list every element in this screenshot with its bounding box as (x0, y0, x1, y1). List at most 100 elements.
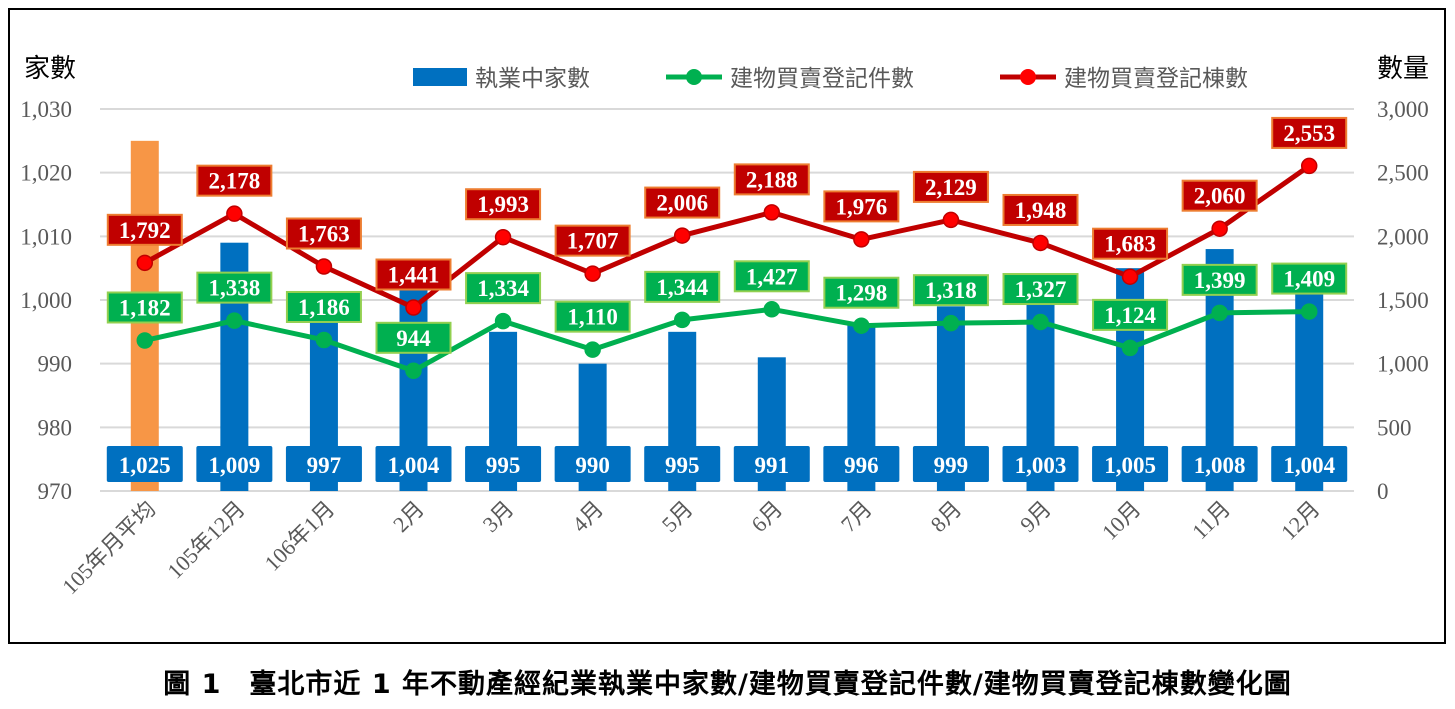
line-data-label: 1,124 (1104, 303, 1156, 328)
line-data-label: 1,976 (835, 194, 887, 219)
bar-label-box (465, 446, 542, 482)
right-tick-label: 1,500 (1377, 288, 1429, 313)
line-data-label: 2,188 (746, 167, 798, 192)
x-tick-label: 6月 (746, 496, 787, 537)
x-tick-label: 8月 (925, 496, 966, 537)
line-label-box (1092, 298, 1169, 331)
left-tick-label: 1,000 (20, 288, 72, 313)
line-data-label: 1,792 (119, 218, 171, 243)
bar-data-label: 996 (844, 453, 879, 478)
data-point (1300, 157, 1318, 175)
bar-label-box (823, 446, 900, 482)
bar-data-label: 1,009 (208, 453, 260, 478)
line-data-label: 1,683 (1104, 232, 1156, 257)
line-label-box (196, 271, 273, 304)
line-data-label: 1,338 (208, 276, 260, 301)
bar-data-label: 991 (755, 453, 790, 478)
data-point (1121, 339, 1139, 357)
data-point (494, 312, 512, 330)
right-tick-label: 1,000 (1377, 352, 1429, 377)
line-data-label: 1,409 (1283, 267, 1335, 292)
line-data-label: 1,182 (119, 295, 171, 320)
bar-label-box (1002, 446, 1079, 482)
left-tick-label: 980 (38, 415, 73, 440)
data-point (763, 301, 781, 318)
bar-data-label: 997 (307, 453, 342, 478)
line-data-label: 1,427 (746, 264, 798, 289)
data-point (942, 211, 960, 229)
data-point (584, 265, 601, 282)
left-axis-title: 家數 (24, 54, 76, 84)
left-tick-label: 970 (38, 479, 73, 504)
data-point (1032, 234, 1049, 252)
data-point (1121, 268, 1139, 285)
series-line (144, 306, 1310, 374)
line-data-label: 1,399 (1194, 268, 1246, 293)
x-tick-label: 7月 (836, 496, 877, 537)
line-label-box (375, 258, 452, 291)
bar-label-box (106, 446, 183, 482)
data-point (315, 331, 333, 349)
data-point (1300, 303, 1318, 320)
data-point (584, 341, 601, 358)
bar-data-label: 1,003 (1015, 453, 1067, 478)
data-point (226, 312, 243, 329)
line-label-box (554, 224, 631, 257)
data-point (405, 362, 422, 380)
line-data-label: 1,327 (1015, 277, 1067, 302)
bar-data-label: 1,005 (1104, 453, 1156, 478)
line-data-label: 2,006 (656, 191, 708, 216)
line-data-label: 2,129 (925, 175, 977, 200)
x-tick-label: 11月 (1187, 496, 1235, 544)
line-label-box (823, 190, 900, 223)
legend-bar-swatch (413, 68, 467, 86)
data-point (405, 299, 422, 316)
line-label-box (554, 300, 631, 333)
data-point (1211, 304, 1228, 322)
bar-data-label: 995 (486, 453, 521, 478)
line-label-box (733, 163, 810, 196)
data-point (136, 332, 154, 349)
legend-marker (686, 69, 702, 85)
line-data-label: 1,344 (656, 275, 708, 300)
line-data-label: 1,318 (925, 278, 977, 303)
bar-label-box (912, 446, 989, 482)
line-label-box (106, 213, 183, 246)
legend-label: 執業中家數 (475, 66, 590, 92)
right-tick-label: 2,500 (1377, 161, 1429, 186)
line-label-box (106, 291, 183, 324)
line-label-box (196, 164, 273, 197)
data-point (673, 311, 691, 329)
right-tick-label: 0 (1377, 479, 1389, 504)
data-point (763, 204, 781, 221)
line-label-box (285, 290, 362, 323)
legend-marker (1020, 69, 1036, 85)
bar-data-label: 1,008 (1194, 453, 1246, 478)
right-tick-label: 3,000 (1377, 97, 1429, 122)
line-label-box (644, 270, 721, 303)
line-label-box (1002, 273, 1079, 306)
line-data-label: 1,441 (388, 263, 440, 288)
data-point (1211, 220, 1228, 237)
bar-label-box (733, 446, 810, 482)
line-data-label: 1,707 (567, 229, 619, 254)
right-tick-label: 2,000 (1377, 224, 1429, 249)
bar-label-box (554, 446, 631, 482)
line-label-box (375, 321, 452, 354)
line-data-label: 2,553 (1283, 121, 1335, 146)
data-point (136, 254, 154, 272)
bar-label-box (196, 446, 273, 482)
line-data-label: 2,178 (208, 169, 260, 194)
bar-data-label: 1,025 (119, 453, 171, 478)
line-label-box (644, 186, 721, 219)
bar-label-box (1181, 446, 1258, 482)
bar-data-label: 999 (934, 453, 969, 478)
left-tick-label: 1,020 (20, 161, 72, 186)
data-point (853, 231, 870, 248)
line-label-box (285, 217, 362, 250)
data-point (673, 227, 691, 244)
left-tick-label: 1,030 (20, 97, 72, 122)
line-data-label: 2,060 (1194, 184, 1246, 209)
x-tick-label: 5月 (657, 496, 698, 537)
bar-label-box (1092, 446, 1169, 482)
